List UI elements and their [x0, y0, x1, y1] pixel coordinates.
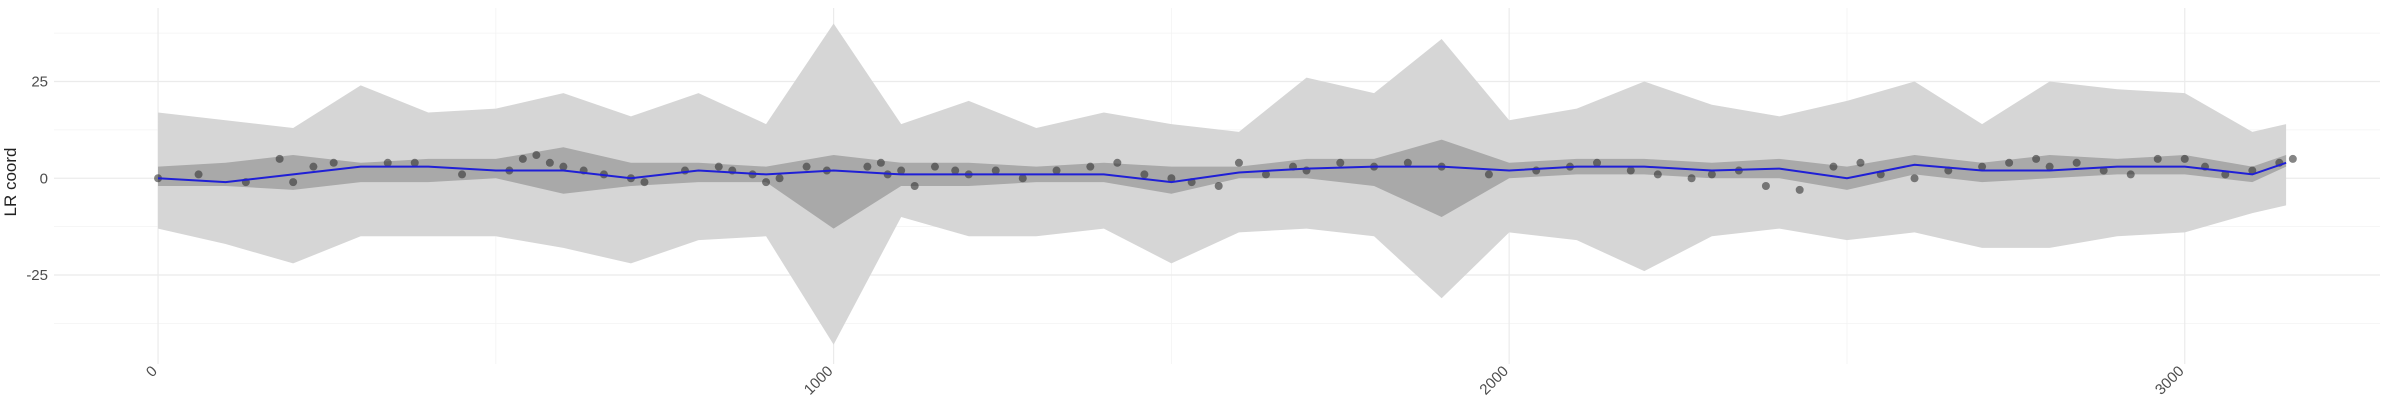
point	[1403, 158, 1412, 167]
point	[1795, 185, 1804, 194]
point	[863, 162, 872, 171]
point	[1761, 182, 1770, 190]
inner-band	[158, 139, 2287, 229]
point	[2248, 166, 2257, 175]
point	[951, 166, 960, 175]
point	[329, 158, 338, 167]
y-tick-label: 25	[31, 74, 48, 91]
x-tick-label: 1000	[801, 363, 837, 399]
point	[1653, 170, 1662, 179]
point	[775, 174, 784, 183]
point	[2005, 158, 2014, 167]
point	[897, 166, 906, 175]
point	[2153, 154, 2162, 163]
point	[876, 158, 885, 167]
point	[545, 158, 554, 167]
point	[1234, 158, 1243, 167]
point	[1687, 174, 1696, 183]
point	[991, 166, 1000, 175]
point	[714, 162, 723, 171]
point	[194, 170, 203, 179]
point	[532, 151, 541, 160]
y-axis-label: LR coord	[1, 148, 20, 217]
point	[309, 162, 318, 171]
point	[1336, 158, 1345, 167]
point	[289, 178, 298, 187]
point	[559, 162, 568, 171]
point	[458, 170, 467, 179]
point	[802, 162, 811, 171]
point	[1593, 158, 1602, 167]
point	[1626, 166, 1635, 175]
x-tick-label: 3000	[2152, 363, 2188, 399]
point	[1086, 162, 1095, 171]
point	[1214, 182, 1223, 190]
point	[383, 158, 392, 167]
point	[2072, 158, 2081, 167]
y-tick-label: -25	[26, 267, 48, 284]
point	[1484, 170, 1493, 179]
point	[275, 154, 284, 163]
point	[930, 162, 939, 171]
point	[762, 178, 771, 187]
x-tick-label: 0	[143, 363, 161, 381]
point	[1140, 170, 1149, 179]
point	[1113, 158, 1122, 167]
point	[1052, 166, 1061, 175]
point	[2045, 162, 2054, 171]
point	[1167, 174, 1176, 183]
point	[1261, 170, 1270, 179]
point	[1532, 166, 1541, 175]
smooth-line	[157, 161, 2287, 184]
point	[1707, 170, 1716, 179]
point	[910, 182, 919, 190]
point	[1856, 158, 1865, 167]
point	[1018, 174, 1027, 183]
point	[640, 178, 649, 187]
point	[2180, 154, 2189, 163]
point	[1978, 162, 1987, 171]
point	[518, 154, 527, 163]
y-tick-label: 0	[40, 170, 48, 187]
point	[2126, 170, 2135, 179]
point	[2288, 154, 2297, 163]
point	[2032, 154, 2041, 163]
x-tick-label: 2000	[1476, 363, 1512, 399]
point	[1829, 162, 1838, 171]
point	[1910, 174, 1919, 183]
point	[410, 158, 419, 167]
